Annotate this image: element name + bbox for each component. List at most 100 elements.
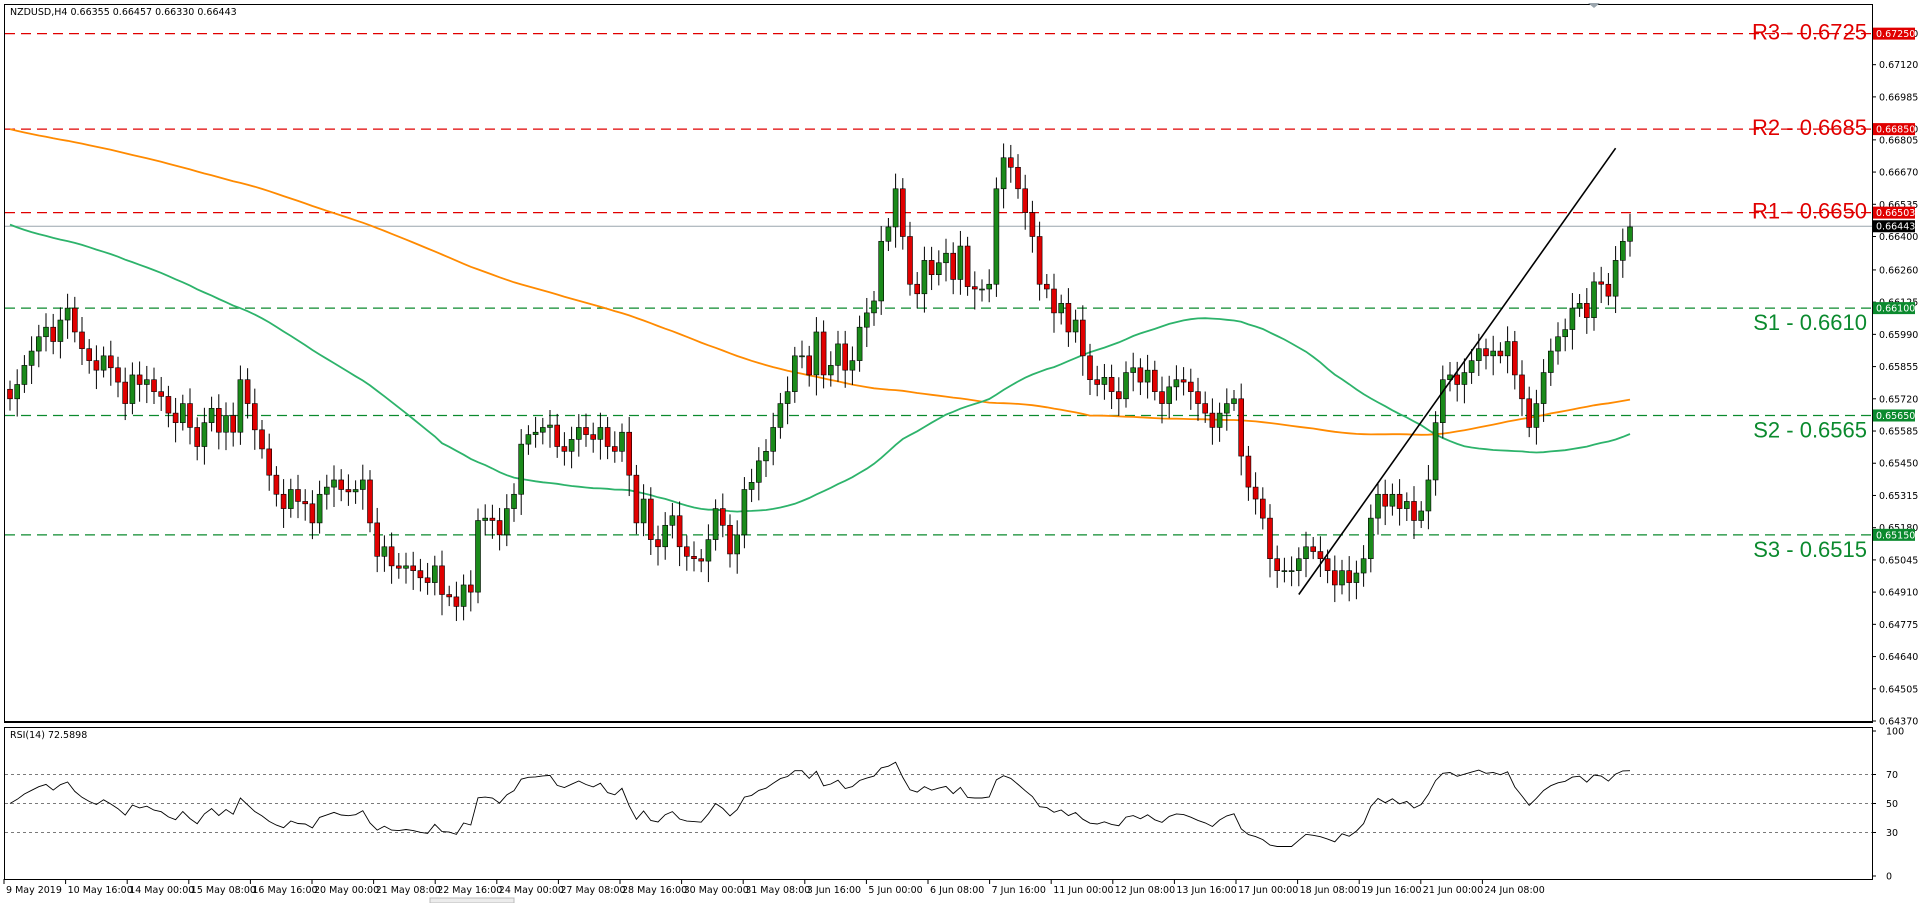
candle-bull xyxy=(1425,479,1432,512)
candle-bear xyxy=(395,565,402,569)
candle-bull xyxy=(381,546,388,557)
chart-shift-marker-icon[interactable] xyxy=(1588,3,1600,8)
time-tick-label: 28 May 16:00 xyxy=(622,885,687,896)
candle-bull xyxy=(935,262,942,275)
price-tick-label: 0.65720 xyxy=(1879,394,1918,405)
time-tick-label: 5 Jun 00:00 xyxy=(868,885,922,896)
candle-bull xyxy=(885,226,892,242)
candle-bull xyxy=(979,288,985,291)
candle-bear xyxy=(1137,367,1144,383)
candle-bull xyxy=(547,424,553,428)
candle-bull xyxy=(223,415,229,433)
candle-bear xyxy=(1598,281,1604,285)
time-tick-label: 10 May 16:00 xyxy=(68,885,133,896)
level-price-tag-text: 0.66100 xyxy=(1876,304,1915,315)
candle-bull xyxy=(475,520,481,593)
candle-bear xyxy=(1036,236,1043,285)
candle-bear xyxy=(727,524,733,555)
candle-bear xyxy=(633,474,640,524)
candle-bull xyxy=(856,326,863,361)
candle-bull xyxy=(1360,558,1367,574)
candle-bull xyxy=(21,365,28,385)
time-tick-label: 16 May 16:00 xyxy=(252,885,317,896)
price-tick-label: 0.65450 xyxy=(1879,459,1918,470)
time-tick-label: 9 May 2019 xyxy=(6,885,62,896)
price-tick-label: 0.64370 xyxy=(1879,717,1918,728)
candle-bull xyxy=(741,489,748,536)
candle-bear xyxy=(842,343,849,371)
candle-bull xyxy=(460,584,467,607)
candle-bear xyxy=(1245,455,1252,488)
price-tick-label: 0.66985 xyxy=(1879,92,1918,103)
candle-bear xyxy=(806,355,813,376)
candle-bear xyxy=(647,498,654,540)
candle-bull xyxy=(1404,501,1410,509)
time-tick-label: 24 Jun 08:00 xyxy=(1484,885,1544,896)
scrollbar-thumb[interactable] xyxy=(429,897,515,903)
candle-bear xyxy=(295,489,301,502)
candle-bull xyxy=(763,451,769,462)
candle-bear xyxy=(1087,355,1093,381)
candle-bull xyxy=(878,240,885,302)
ma-slow-line xyxy=(9,128,1631,436)
candle-bear xyxy=(7,388,13,400)
candle-bear xyxy=(374,522,381,557)
time-tick-label: 15 May 08:00 xyxy=(191,885,256,896)
candle-bear xyxy=(1519,374,1525,400)
price-tick-label: 0.64775 xyxy=(1879,620,1918,631)
candle-bull xyxy=(503,508,510,536)
rising-trendline xyxy=(1298,147,1617,595)
ma-fast-line xyxy=(9,223,1631,513)
candle-bear xyxy=(1202,403,1208,414)
candle-bull xyxy=(705,539,712,562)
candle-bear xyxy=(187,403,193,428)
candle-bull xyxy=(799,355,805,358)
level-price-tag-text: 0.67250 xyxy=(1876,29,1915,40)
time-tick-label: 31 May 08:00 xyxy=(745,885,810,896)
rsi-tick-label: 70 xyxy=(1886,770,1898,781)
candle-bear xyxy=(424,577,431,583)
candle-bear xyxy=(1324,558,1331,571)
candle-bear xyxy=(1188,381,1194,392)
candle-bear xyxy=(115,367,121,383)
level-price-tag-text: 0.65650 xyxy=(1876,411,1915,422)
level-price-tag-r3 xyxy=(1873,27,1915,40)
candle-bear xyxy=(338,479,345,490)
candle-bull xyxy=(619,431,625,452)
candle-bear xyxy=(252,403,258,431)
candle-bull xyxy=(575,427,582,440)
candle-bull xyxy=(316,493,323,524)
candle-bear xyxy=(446,594,453,598)
candle-bear xyxy=(971,286,978,290)
candle-bull xyxy=(1461,372,1468,385)
candle-bull xyxy=(323,486,330,495)
candle-bear xyxy=(1080,319,1086,357)
rsi-tick-label: 0 xyxy=(1886,872,1892,883)
candle-bear xyxy=(1252,486,1259,500)
candle-bear xyxy=(489,517,496,521)
candle-bear xyxy=(1044,283,1050,290)
candle-bear xyxy=(691,556,697,560)
candle-bull xyxy=(1569,307,1576,330)
time-tick-label: 30 May 00:00 xyxy=(684,885,749,896)
candle-bear xyxy=(899,188,906,237)
time-tick-label: 6 Jun 08:00 xyxy=(930,885,984,896)
candle-bull xyxy=(755,460,762,483)
level-price-tag-text: 0.66503 xyxy=(1876,208,1915,219)
candle-bull xyxy=(943,252,949,264)
candle-bull xyxy=(1224,403,1230,414)
candle-bull xyxy=(511,493,517,509)
candle-bear xyxy=(626,431,633,476)
time-tick-label: 22 May 16:00 xyxy=(437,885,502,896)
candle-bull xyxy=(1000,157,1007,190)
candle-bull xyxy=(1612,260,1619,297)
price-tick-label: 0.64505 xyxy=(1879,684,1918,695)
candle-bull xyxy=(835,343,841,366)
candle-bull xyxy=(1620,240,1626,261)
price-tick-label: 0.65585 xyxy=(1879,427,1918,438)
rsi-title: RSI(14) 72.5898 xyxy=(10,730,87,741)
candle-bull xyxy=(539,427,546,433)
candle-bear xyxy=(79,331,85,349)
